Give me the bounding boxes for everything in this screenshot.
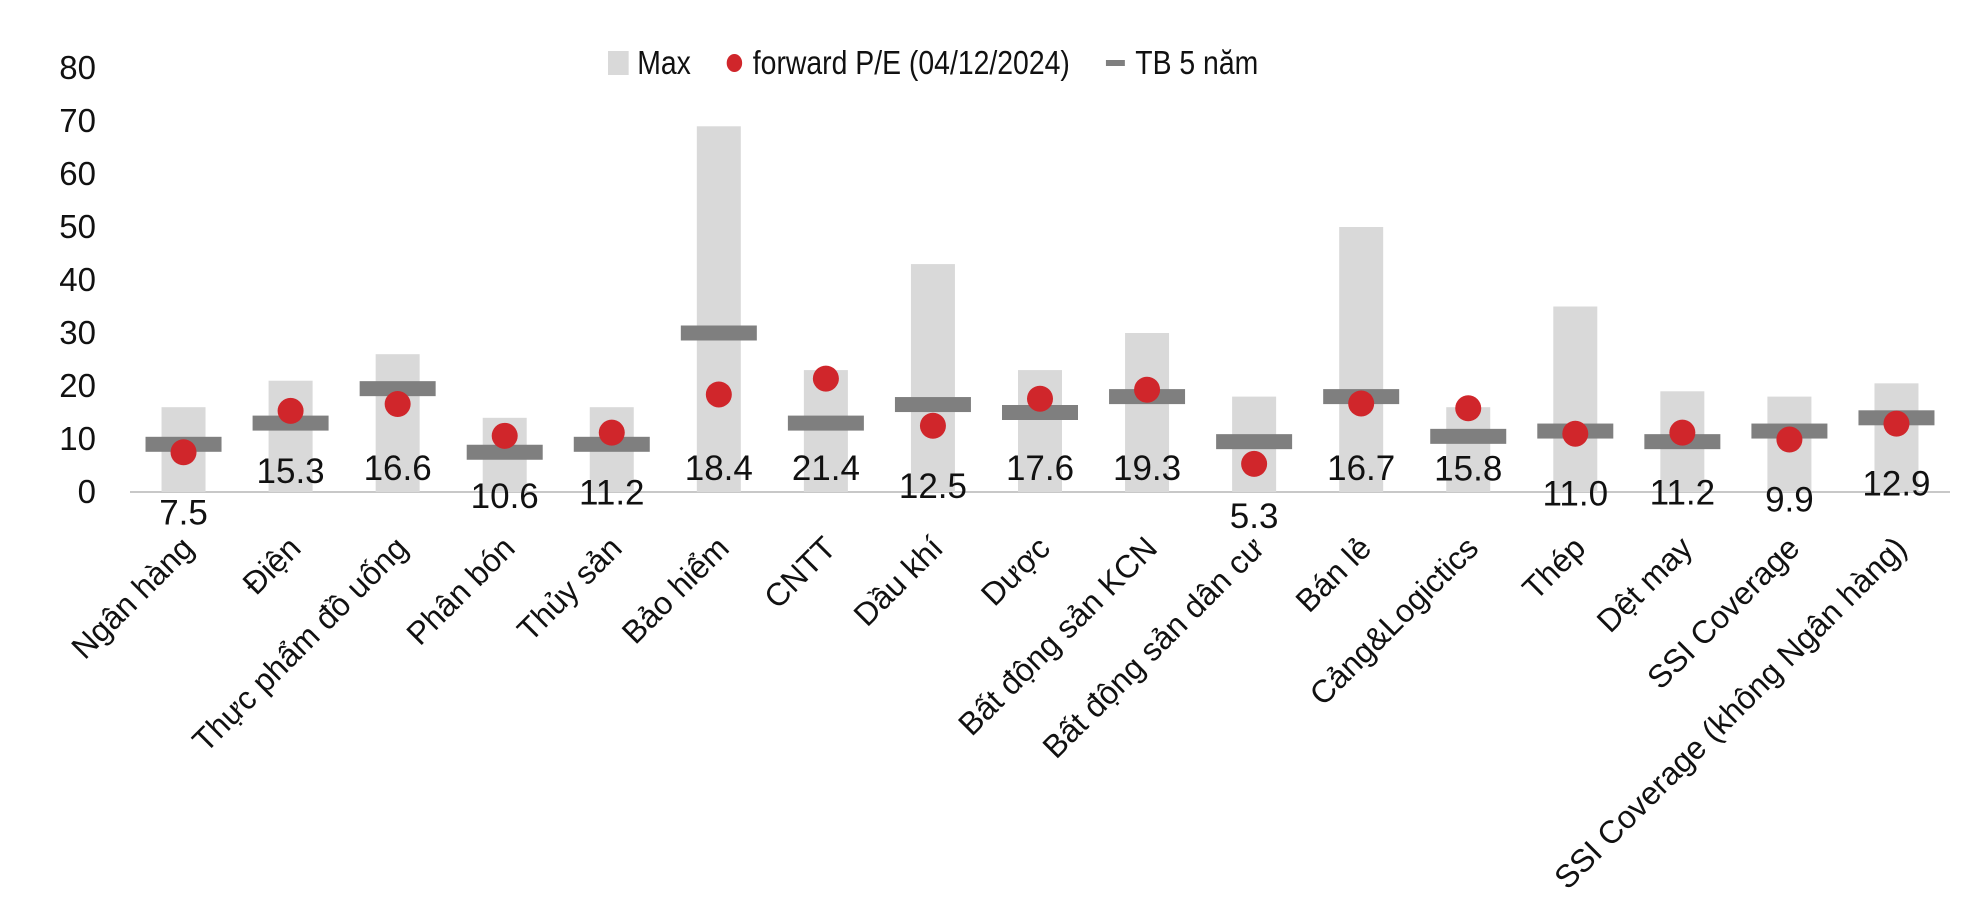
forward-pe-marker <box>1241 450 1268 477</box>
forward-pe-marker <box>598 419 625 446</box>
forward-pe-data-label: 9.9 <box>1765 481 1814 520</box>
legend-label-forward-pe: forward P/E (04/12/2024) <box>752 44 1070 81</box>
forward-pe-marker <box>1455 395 1482 422</box>
forward-pe-data-label: 10.6 <box>471 477 539 516</box>
category-label: Dược <box>974 529 1057 612</box>
forward-pe-marker <box>170 439 197 466</box>
max-bar <box>1125 333 1170 492</box>
legend-label-avg-5y: TB 5 năm <box>1135 44 1259 81</box>
forward-pe-data-label: 15.3 <box>257 452 325 491</box>
category-label: Phân bón <box>399 529 521 651</box>
forward-pe-data-label: 12.9 <box>1862 465 1930 504</box>
forward-pe-data-label: 17.6 <box>1006 449 1074 488</box>
forward-pe-data-label: 5.3 <box>1230 497 1279 536</box>
forward-pe-data-label: 21.4 <box>792 449 860 488</box>
y-tick-label: 50 <box>59 208 96 245</box>
forward-pe-marker <box>1669 419 1696 446</box>
forward-pe-data-label: 7.5 <box>159 493 208 532</box>
y-tick-label: 30 <box>59 314 96 351</box>
y-tick-label: 0 <box>78 473 96 510</box>
avg-5y-dash <box>680 325 757 341</box>
category-label: Bán lẻ <box>1289 529 1379 619</box>
forward-pe-marker <box>919 412 946 439</box>
legend-item-max: Max <box>608 44 691 82</box>
forward-pe-marker <box>1883 410 1910 437</box>
legend-label-max: Max <box>637 44 691 81</box>
category-label: Ngân hàng <box>64 529 200 665</box>
avg-5y-dash <box>1430 428 1507 444</box>
max-bar <box>375 354 420 492</box>
max-bar <box>1874 383 1919 492</box>
category-label: Dầu khí <box>846 529 950 633</box>
avg-5y-dash <box>787 415 864 431</box>
legend-item-avg-5y: TB 5 năm <box>1105 44 1259 82</box>
avg-5y-dash <box>894 397 971 413</box>
y-tick-label: 70 <box>59 102 96 139</box>
category-label: Điện <box>236 529 308 601</box>
y-tick-label: 60 <box>59 155 96 192</box>
category-label: Thép <box>1515 529 1592 606</box>
avg-5y-dash <box>1002 405 1078 420</box>
y-tick-label: 20 <box>59 367 96 404</box>
forward-pe-marker <box>1562 420 1589 447</box>
forward-pe-data-label: 16.6 <box>364 449 432 488</box>
forward-pe-marker <box>491 422 518 449</box>
y-tick-label: 40 <box>59 261 96 298</box>
forward-pe-data-label: 15.8 <box>1434 449 1502 488</box>
y-tick-label: 10 <box>59 420 96 457</box>
category-label: Dệt may <box>1590 529 1700 639</box>
category-label: CNTT <box>757 529 843 615</box>
forward-pe-data-label: 19.3 <box>1113 449 1181 488</box>
category-label: Bất động sản KCN <box>951 529 1164 742</box>
forward-pe-marker <box>384 391 411 418</box>
legend-swatch-max <box>608 51 629 75</box>
max-bar <box>1446 407 1491 492</box>
category-label: Thủy sản <box>510 529 629 648</box>
forward-pe-data-label: 16.7 <box>1327 449 1395 488</box>
forward-pe-marker <box>277 397 304 424</box>
avg-5y-dash <box>359 381 436 397</box>
legend-swatch-avg-5y <box>1105 60 1125 66</box>
forward-pe-marker <box>1027 385 1053 412</box>
category-label: Bảo hiểm <box>615 529 736 650</box>
forward-pe-data-label: 18.4 <box>685 449 753 488</box>
max-bar <box>1553 306 1598 492</box>
forward-pe-data-label: 12.5 <box>899 467 967 506</box>
category-label: Thực phẩm đồ uống <box>185 529 414 758</box>
forward-pe-marker <box>1348 390 1375 417</box>
legend-item-forward-pe: forward P/E (04/12/2024) <box>726 44 1070 82</box>
forward-pe-marker <box>1134 376 1161 403</box>
forward-pe-marker <box>705 381 732 408</box>
legend-swatch-forward-pe <box>726 54 743 72</box>
forward-pe-data-label: 11.0 <box>1543 475 1609 514</box>
chart-legend: Max forward P/E (04/12/2024) TB 5 năm <box>608 44 1294 82</box>
forward-pe-data-label: 11.2 <box>1650 474 1716 513</box>
max-bar <box>696 126 741 493</box>
forward-pe-marker <box>1776 426 1803 453</box>
max-bar <box>910 264 955 492</box>
forward-pe-data-label: 11.2 <box>579 474 645 513</box>
avg-5y-dash <box>466 444 543 460</box>
forward-pe-marker <box>812 365 839 392</box>
y-tick-label: 80 <box>59 49 96 86</box>
max-bar <box>1339 227 1384 492</box>
avg-5y-dash <box>1216 434 1293 450</box>
